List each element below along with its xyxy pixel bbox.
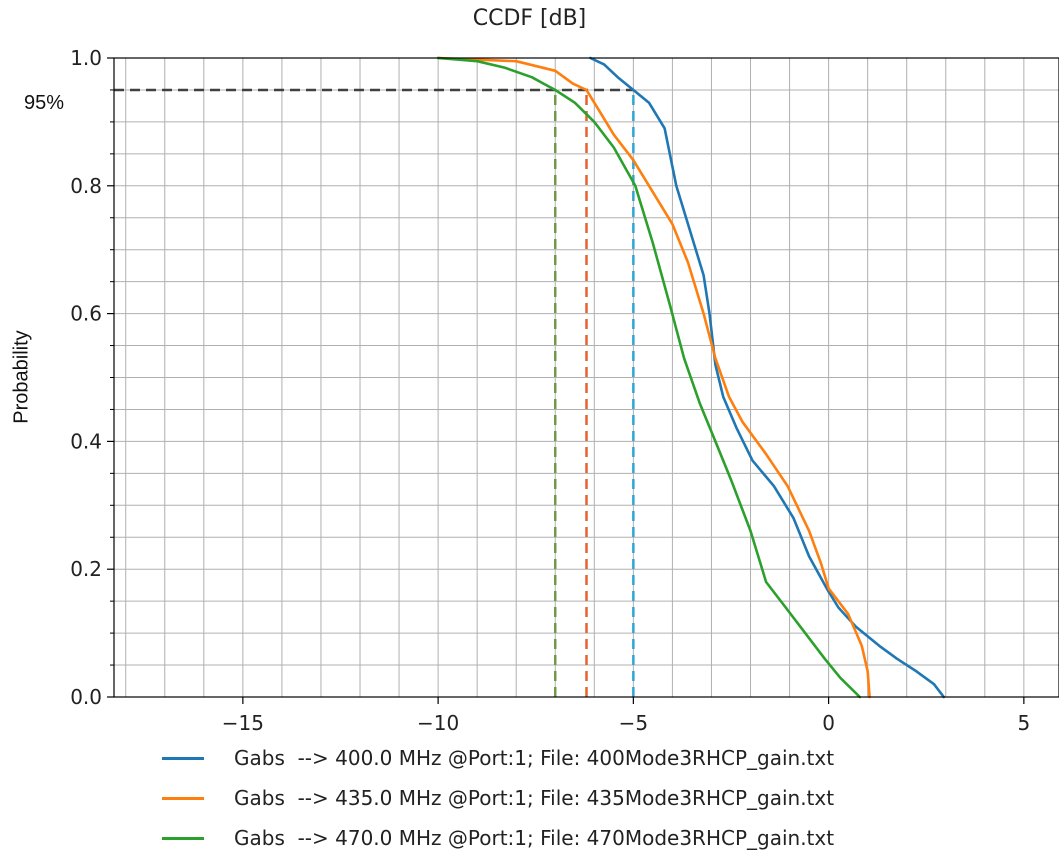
legend: Gabs --> 400.0 MHz @Port:1; File: 400Mod…	[152, 740, 1037, 861]
legend-label-470: Gabs --> 470.0 MHz @Port:1; File: 470Mod…	[234, 826, 835, 850]
grid	[114, 58, 1059, 697]
legend-line-470	[162, 836, 204, 840]
y-tick-label: 0.8	[70, 174, 102, 198]
threshold-annotation: 95%	[24, 92, 65, 114]
axis-ticks: −15 −10 −5 0 5 0.0 0.2 0.4 0.6 0.8 1.0	[70, 46, 1030, 735]
y-tick-label: 0.2	[70, 557, 102, 581]
reference-lines	[114, 88, 635, 697]
series-line-1	[436, 56, 871, 699]
y-tick-label: 1.0	[70, 46, 102, 70]
legend-entry: Gabs --> 470.0 MHz @Port:1; File: 470Mod…	[162, 820, 834, 856]
x-tick-label: −15	[222, 711, 264, 735]
x-tick-label: −5	[619, 711, 648, 735]
x-tick-label: 5	[1017, 711, 1030, 735]
y-tick-label: 0.4	[70, 429, 102, 453]
series-lines	[436, 56, 946, 699]
legend-label-400: Gabs --> 400.0 MHz @Port:1; File: 400Mod…	[234, 746, 835, 770]
legend-entry: Gabs --> 400.0 MHz @Port:1; File: 400Mod…	[162, 740, 834, 776]
series-line-2	[436, 56, 862, 699]
legend-line-400	[162, 756, 204, 760]
x-tick-label: 0	[822, 711, 835, 735]
series-line-0	[589, 56, 946, 699]
y-axis-label: Probability	[10, 330, 33, 424]
x-tick-label: −10	[417, 711, 459, 735]
legend-label-435: Gabs --> 435.0 MHz @Port:1; File: 435Mod…	[234, 786, 835, 810]
chart-title: CCDF [dB]	[472, 6, 587, 31]
legend-entry: Gabs --> 435.0 MHz @Port:1; File: 435Mod…	[162, 780, 834, 816]
y-tick-label: 0.0	[70, 685, 102, 709]
y-tick-label: 0.6	[70, 302, 102, 326]
legend-line-435	[162, 796, 204, 800]
